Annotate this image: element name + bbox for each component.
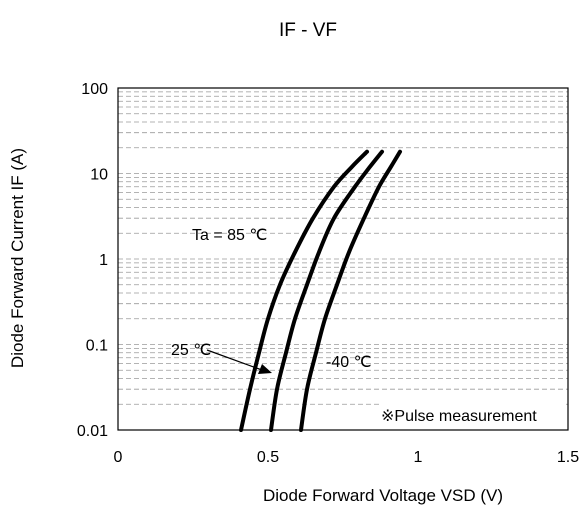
y-tick-label: 0.1 bbox=[86, 338, 108, 355]
pulse-note-box bbox=[380, 402, 566, 426]
chart-title: IF - VF bbox=[279, 20, 337, 41]
y-tick-label: 10 bbox=[90, 167, 108, 184]
curve-series-2 bbox=[299, 149, 402, 432]
label-25c: 25 ℃ bbox=[171, 342, 211, 359]
x-axis-label: Diode Forward Voltage VSD (V) bbox=[263, 486, 503, 505]
y-tick-label: 0.01 bbox=[77, 423, 108, 440]
y-tick-label: 1 bbox=[99, 252, 108, 269]
y-axis-tick-labels: 0.01 0.1 1 10 100 bbox=[77, 81, 108, 440]
plot-frame bbox=[117, 87, 569, 431]
y-tick-label: 100 bbox=[81, 81, 108, 98]
x-tick-label: 1.5 bbox=[557, 449, 579, 466]
curves bbox=[239, 149, 402, 432]
label-25c-arrow-line bbox=[206, 349, 263, 371]
label-minus-40c: -40 ℃ bbox=[326, 354, 372, 371]
x-axis-tick-labels: 0 0.5 1 1.5 bbox=[114, 449, 580, 466]
y-axis-label: Diode Forward Current IF (A) bbox=[8, 148, 27, 368]
curve-series-1 bbox=[269, 149, 384, 432]
x-tick-label: 0 bbox=[114, 449, 123, 466]
label-25c-arrow-head bbox=[258, 364, 272, 374]
x-tick-label: 1 bbox=[414, 449, 423, 466]
label-ta-85: Ta = 85 ℃ bbox=[192, 227, 267, 244]
x-tick-label: 0.5 bbox=[257, 449, 279, 466]
curve-series-0 bbox=[239, 149, 369, 432]
pulse-measurement-note: ※Pulse measurement bbox=[381, 408, 537, 425]
